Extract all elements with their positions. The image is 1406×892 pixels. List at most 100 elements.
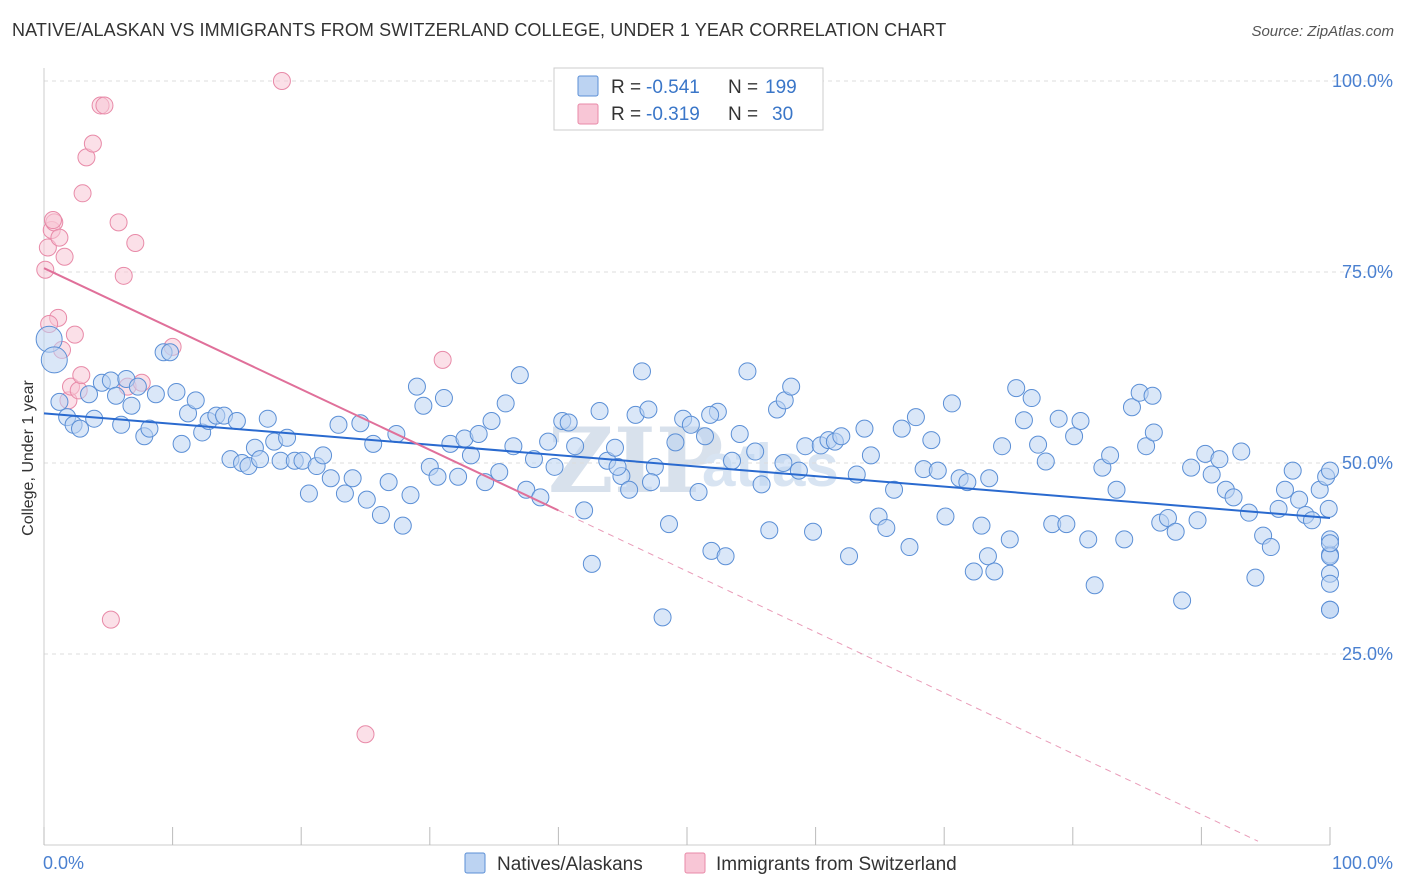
data-point-natives [461,446,480,465]
data-point-natives [861,446,880,465]
data-point-switzerland [109,213,128,232]
data-point-natives [575,501,594,520]
data-point-natives [1290,490,1309,509]
data-point-natives [428,467,447,486]
data-point-natives [978,547,997,566]
data-point-natives [738,362,757,381]
data-point-natives [1188,511,1207,530]
data-point-natives [1007,379,1026,398]
immigrants-switzerland-points [36,72,452,744]
trend-line-switzerland [43,267,559,512]
data-point-natives [490,463,509,482]
data-point-natives [146,385,165,404]
data-point-natives [469,424,488,443]
data-point-switzerland [433,350,452,369]
data-point-natives [329,415,348,434]
data-point-natives [80,385,99,404]
trend-extension-switzerland [558,509,1259,842]
data-point-natives [1321,600,1339,619]
data-point-natives [1143,386,1162,405]
data-point-natives [496,394,515,413]
data-point-natives [877,518,896,537]
data-point-natives [449,467,468,486]
data-point-natives [1071,411,1090,430]
data-point-natives [251,450,270,469]
data-point-natives [559,413,578,432]
data-point-natives [659,515,678,534]
legend: Natives/Alaskans Immigrants from Switzer… [464,852,957,875]
stats-r-value-pink: -0.319 [646,104,700,125]
data-point-natives [723,451,742,470]
data-point-natives [840,547,859,566]
data-point-natives [379,473,398,492]
data-point-natives [666,433,685,452]
trend-lines [43,267,1331,842]
data-point-natives [531,488,550,507]
data-point-natives [681,415,700,434]
trend-line-natives [43,412,1331,520]
data-point-natives [539,432,558,451]
data-point-natives [752,475,771,494]
stats-n-value-blue: 199 [765,77,797,98]
stats-n-label-blue: N = [728,77,758,98]
data-point-natives [167,382,186,401]
y-tick-label: 75.0% [1342,262,1393,282]
data-point-natives [524,450,543,469]
data-point-natives [1182,458,1201,477]
data-point-switzerland [38,238,57,257]
data-point-natives [608,457,627,476]
chart-title: NATIVE/ALASKAN VS IMMIGRANTS FROM SWITZE… [12,20,947,40]
data-point-natives [653,608,672,627]
x-tick-label-max: 100.0% [1332,853,1393,873]
data-point-natives [760,521,779,540]
data-point-natives [1166,522,1185,541]
grid [44,80,1392,655]
y-tick-labels: 25.0% 50.0% 75.0% 100.0% [1332,71,1393,664]
data-point-natives [371,505,390,524]
stats-swatch-blue [577,75,599,97]
data-point-switzerland [95,96,114,115]
stats-r-value-blue: -0.541 [646,77,700,98]
data-point-natives [716,547,735,566]
data-point-natives [1000,530,1019,549]
data-point-natives [804,522,823,541]
data-point-switzerland [55,247,74,266]
source-label: Source: ZipAtlas.com [1251,23,1394,40]
data-point-natives [928,461,947,480]
natives-alaskans-points [35,325,1339,627]
data-point-switzerland [83,134,102,153]
data-point-natives [1144,423,1163,442]
data-point-natives [321,469,340,488]
data-point-natives [314,446,333,465]
data-point-natives [1275,480,1294,499]
data-point-natives [407,377,426,396]
data-point-natives [936,507,955,526]
data-point-natives [832,427,851,446]
legend-label-natives: Natives/Alaskans [497,854,643,875]
data-point-natives [1036,452,1055,471]
legend-swatch-pink [684,852,706,874]
data-point-natives [796,437,815,456]
data-point-natives [434,389,453,408]
x-tick-label-min: 0.0% [43,853,84,873]
stats-r-label-pink: R = [611,104,641,125]
data-point-switzerland [272,72,291,90]
data-point-natives [1057,515,1076,534]
data-point-natives [1137,437,1156,456]
data-point-natives [701,405,720,424]
data-point-natives [357,490,376,509]
data-point-natives [1224,488,1243,507]
data-point-natives [186,391,205,410]
data-point-natives [401,486,420,505]
data-point-natives [689,483,708,502]
data-point-natives [782,377,801,396]
data-point-natives [696,427,715,446]
data-point-natives [985,562,1004,581]
data-point-natives [620,480,639,499]
data-point-switzerland [65,325,84,344]
data-point-natives [892,419,911,438]
data-point-natives [101,371,120,390]
data-point-natives [140,419,159,438]
data-point-natives [641,473,660,492]
